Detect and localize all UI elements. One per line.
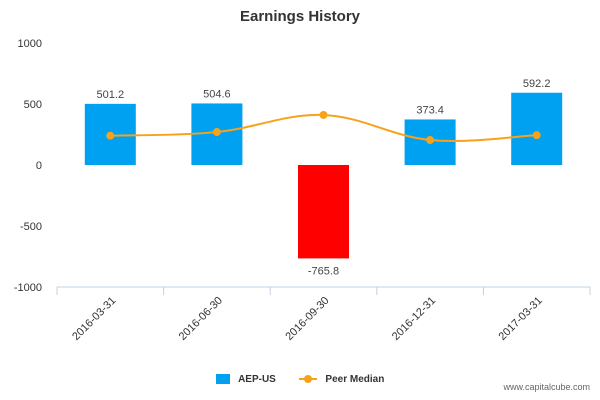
legend-label-aep-us: AEP-US [238,374,276,385]
bar-data-label: 592.2 [523,78,551,90]
watermark: www.capitalcube.com [503,382,590,392]
y-tick-label: 500 [24,99,42,111]
bar-data-label: -765.8 [308,265,339,277]
chart-title: Earnings History [239,8,361,25]
bar [511,92,563,165]
peer-median-point [426,135,435,144]
bar-data-label: 373.4 [416,104,444,116]
bar-data-label: 504.6 [203,88,231,100]
peer-median-point [106,131,115,140]
legend: AEP-US Peer Median [0,374,600,385]
x-tick-label: 2016-09-30 [283,295,331,343]
y-tick-label: 0 [36,160,42,172]
legend-label-peer-median: Peer Median [325,374,385,385]
legend-swatch-aep-us [215,374,230,385]
legend-item-peer-median[interactable]: Peer Median [298,374,385,385]
y-tick-label: -500 [20,221,42,233]
y-tick-label: 1000 [18,38,42,50]
y-tick-label: -1000 [14,282,42,294]
legend-item-aep-us[interactable]: AEP-US [215,374,276,385]
bar [298,165,349,259]
x-tick-label: 2017-03-31 [497,295,545,343]
x-tick-label: 2016-06-30 [177,295,225,343]
peer-median-point [212,128,221,137]
peer-median-point [532,131,541,140]
bar-data-label: 501.2 [97,89,125,101]
peer-median-point [319,110,328,119]
legend-line-peer-median [298,374,317,384]
x-tick-label: 2016-12-31 [390,295,438,343]
x-tick-label: 2016-03-31 [70,295,118,343]
